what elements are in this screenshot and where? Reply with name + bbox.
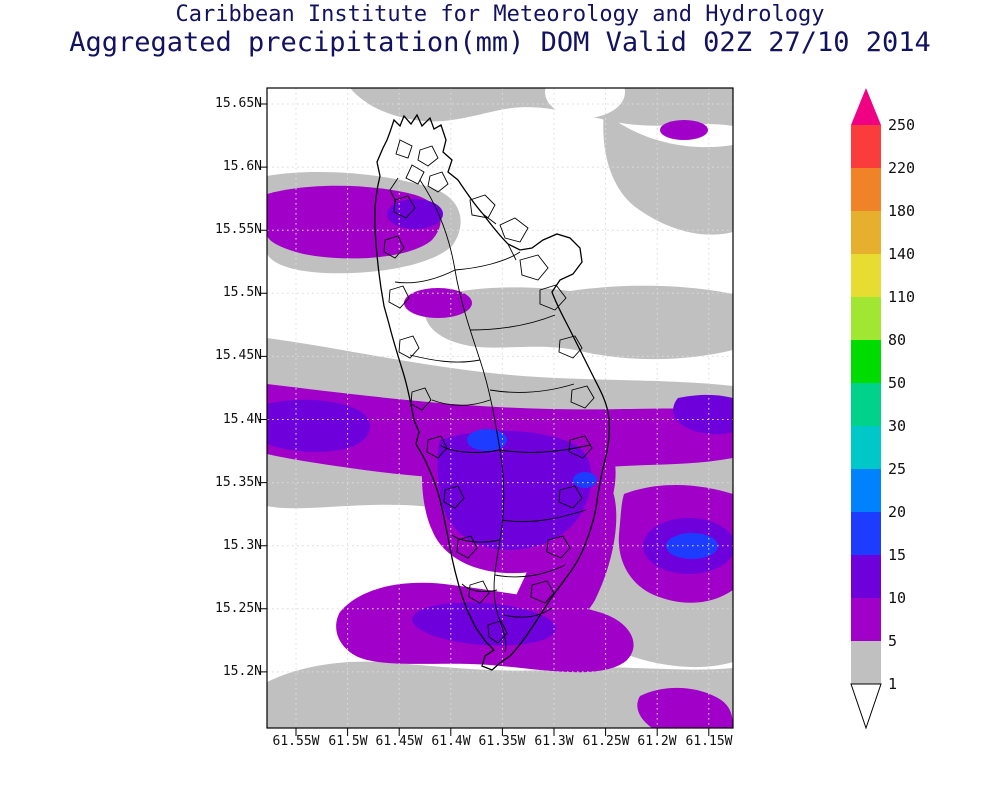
precip-region-magenta-east-strip <box>514 464 617 637</box>
lon-label-3: 61.4W <box>431 734 471 749</box>
legend-label-0: 250 <box>888 116 916 134</box>
watershed-west-branches <box>394 269 501 593</box>
precip-region-purple-northwest-core <box>387 199 443 229</box>
legend-label-9: 20 <box>888 503 907 521</box>
lat-label-9: 15.2N <box>222 664 262 679</box>
precip-region-purple-bottom-core <box>412 602 556 646</box>
lon-label-7: 61.2W <box>637 734 677 749</box>
legend-label-3: 140 <box>888 245 916 263</box>
colorbar-band-1 <box>851 168 881 211</box>
precip-shading-layer <box>267 88 733 728</box>
legend-label-13: 1 <box>888 675 898 693</box>
plot-title: Aggregated precipitation(mm) DOM Valid 0… <box>69 27 931 58</box>
lon-label-5: 61.3W <box>534 734 574 749</box>
precip-region-gray-top-band <box>350 88 733 126</box>
colorbar-band-9 <box>851 512 881 555</box>
lat-label-2: 15.55N <box>215 222 262 237</box>
lat-label-5: 15.4N <box>222 412 262 427</box>
colorbar-band-5 <box>851 340 881 383</box>
island-layer <box>374 113 611 671</box>
legend-label-10: 15 <box>888 546 907 564</box>
precip-region-magenta-bottom-corner <box>637 687 733 728</box>
lat-label-3: 15.5N <box>222 285 262 300</box>
legend-label-6: 50 <box>888 374 907 392</box>
colorbar-band-7 <box>851 426 881 469</box>
gridlines-vertical <box>295 88 710 728</box>
lat-label-7: 15.3N <box>222 538 262 553</box>
legend-label-4: 110 <box>888 288 916 306</box>
watershed-spine-line <box>419 179 507 653</box>
legend-label-1: 220 <box>888 159 916 177</box>
watershed-east-cells <box>530 335 595 604</box>
colorbar <box>850 88 882 730</box>
watershed-northeast-cells <box>469 194 567 311</box>
gridlines-layer <box>267 88 733 728</box>
legend-label-5: 80 <box>888 331 907 349</box>
lat-label-0: 15.65N <box>215 96 262 111</box>
watershed-north-cells <box>389 139 449 203</box>
precip-region-gray-middle-band <box>424 285 733 360</box>
precip-region-gray-upper-right <box>603 112 733 235</box>
lat-label-6: 15.35N <box>215 475 262 490</box>
precip-region-purple-band-left-core <box>267 399 371 452</box>
lon-label-4: 61.35W <box>478 734 526 749</box>
precip-region-blue-coast-spot <box>573 472 597 488</box>
lat-label-4: 15.45N <box>215 348 262 363</box>
colorbar-band-12 <box>851 641 881 684</box>
island-coastline <box>374 113 611 671</box>
colorbar-band-8 <box>851 469 881 512</box>
precip-region-purple-island-core <box>437 430 592 550</box>
colorbar-band-2 <box>851 211 881 254</box>
precip-region-purple-band-right-core <box>673 394 733 435</box>
precip-region-blue-island-spot <box>467 429 507 451</box>
lon-label-0: 61.55W <box>272 734 320 749</box>
axis-tick-marks <box>259 103 710 736</box>
precip-region-magenta-top-right <box>660 120 708 140</box>
precip-region-gray-bottom-band <box>267 661 733 728</box>
colorbar-band-3 <box>851 254 881 297</box>
institute-title: Caribbean Institute for Meteorology and … <box>175 2 825 27</box>
legend-label-11: 10 <box>888 589 907 607</box>
colorbar-arrow-bottom <box>850 683 882 730</box>
colorbar-band-6 <box>851 383 881 426</box>
precip-region-white-gap-top <box>545 88 625 118</box>
colorbar-band-10 <box>851 555 881 598</box>
watershed-west-cells <box>383 195 508 644</box>
title-block: Caribbean Institute for Meteorology and … <box>0 2 1000 58</box>
legend-label-12: 5 <box>888 632 898 650</box>
colorbar-arrow-top <box>851 88 881 125</box>
colorbar-band-11 <box>851 598 881 641</box>
plot-border <box>266 87 734 729</box>
colorbar-band-4 <box>851 297 881 340</box>
lon-label-2: 61.45W <box>375 734 423 749</box>
watershed-east-branches <box>454 251 591 618</box>
lat-label-8: 15.25N <box>215 601 262 616</box>
legend-label-2: 180 <box>888 202 916 220</box>
lon-label-1: 61.5W <box>328 734 368 749</box>
colorbar-band-0 <box>851 125 881 168</box>
lat-label-1: 15.6N <box>222 159 262 174</box>
legend-label-7: 30 <box>888 417 907 435</box>
lon-label-8: 61.15W <box>685 734 733 749</box>
precip-region-magenta-island-spot <box>404 288 472 318</box>
legend-label-8: 25 <box>888 460 907 478</box>
lon-label-6: 61.25W <box>582 734 630 749</box>
